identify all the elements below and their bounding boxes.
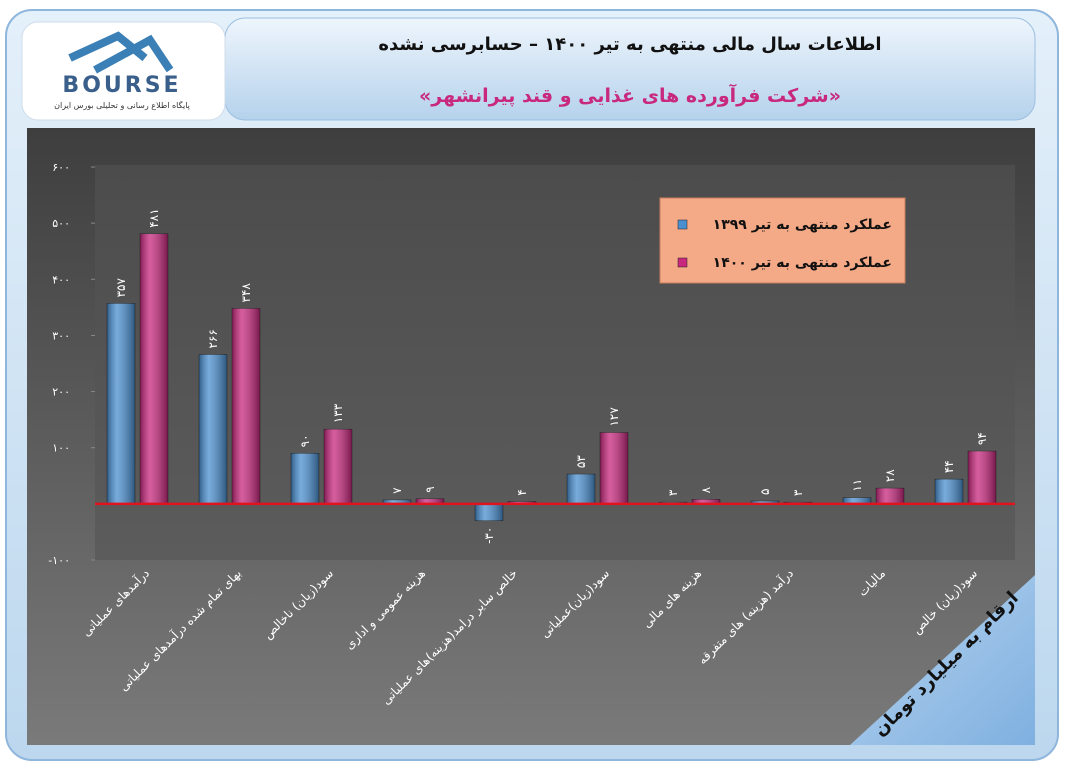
value-label: ۳ (666, 489, 680, 496)
legend-box (659, 197, 906, 284)
logo-icon (68, 31, 174, 74)
value-label: ۷ (390, 487, 404, 494)
y-tick-label: -۱۰۰ (48, 554, 70, 567)
y-tick-label: ۶۰۰ (52, 161, 70, 174)
value-label: ۹۴ (975, 432, 989, 445)
bar-shade (324, 429, 352, 504)
value-label: ۳ (791, 489, 805, 496)
value-label: -۳۰ (482, 527, 496, 544)
value-label: ۵۳ (574, 455, 588, 468)
y-tick-label: ۵۰۰ (52, 217, 70, 230)
bar-shade (567, 474, 595, 504)
bar-shade (600, 432, 628, 504)
value-label: ۵ (758, 489, 772, 495)
value-label: ۳۴۸ (239, 283, 253, 303)
bar-shade (843, 497, 871, 504)
legend-swatch (677, 219, 688, 230)
value-label: ۳۵۷ (114, 278, 128, 298)
y-tick-label: ۳۰۰ (52, 329, 70, 342)
bar-shade (692, 499, 720, 504)
logo-box (21, 21, 226, 121)
y-tick-label: ۲۰۰ (52, 386, 70, 399)
value-label: ۱۳۳ (331, 403, 345, 423)
bar-shade (876, 488, 904, 504)
value-label: ۹ (423, 486, 437, 492)
bar-shade (199, 354, 227, 504)
bar-shade (968, 451, 996, 504)
bar-shade (935, 479, 963, 504)
bar-shade (475, 503, 503, 521)
legend-label: عملکرد منتهی به تیر ۱۳۹۹ (713, 217, 892, 233)
bar-shade (232, 308, 260, 504)
logo-tagline: پایگاه اطلاع رسانی و تحلیلی بورس ایران (54, 100, 190, 110)
value-label: ۸ (699, 486, 713, 493)
value-label: ۲۸ (883, 469, 897, 482)
bar-shade (383, 499, 411, 504)
value-label: ۴۸۱ (147, 208, 161, 227)
value-label: ۱۱ (850, 479, 864, 492)
value-label: ۹۰ (298, 434, 312, 447)
value-label: ۱۲۷ (607, 407, 621, 427)
bar-shade (107, 303, 135, 504)
y-tick-label: ۱۰۰ (52, 442, 70, 455)
value-label: ۴ (515, 489, 529, 495)
corner-note (850, 575, 1035, 745)
value-label: ۴۴ (942, 460, 956, 473)
legend-swatch (677, 257, 688, 268)
bar-shade (416, 498, 444, 504)
bar-shade (140, 233, 168, 504)
bar-shade (291, 453, 319, 504)
title: اطلاعات سال مالی منتهی به تیر ۱۴۰۰ – حسا… (378, 34, 881, 55)
value-label: ۲۶۶ (206, 329, 220, 348)
y-tick-label: ۴۰۰ (52, 273, 70, 286)
subtitle: «شرکت فرآورده های غذایی و قند پیرانشهر» (419, 83, 841, 107)
legend-label: عملکرد منتهی به تیر ۱۴۰۰ (713, 255, 892, 271)
logo-name: BOURSE (62, 73, 181, 98)
bar-shade (751, 501, 779, 504)
